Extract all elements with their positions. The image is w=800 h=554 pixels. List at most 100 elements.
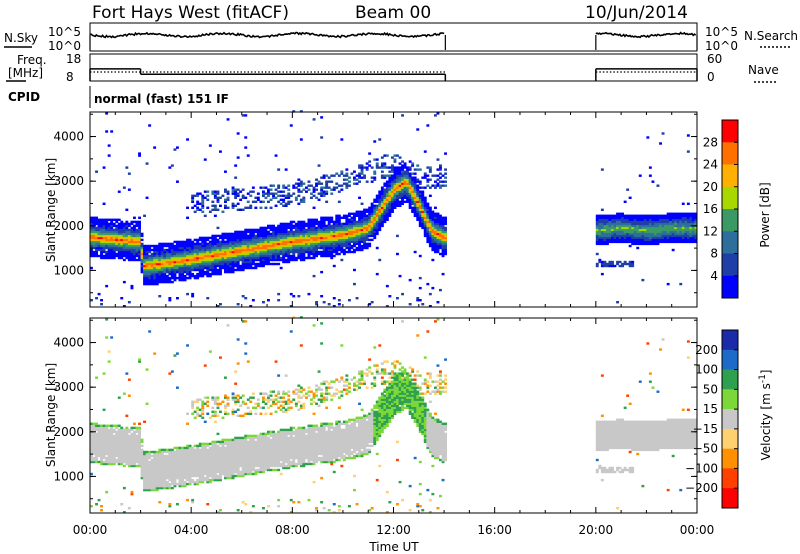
power-cell bbox=[267, 190, 270, 193]
power-cell bbox=[173, 266, 177, 270]
power-cell bbox=[684, 230, 688, 234]
velocity-cell bbox=[188, 482, 192, 486]
power-cell bbox=[125, 228, 129, 232]
power-cell bbox=[340, 230, 344, 234]
velocity-cell bbox=[95, 446, 98, 450]
power-cell bbox=[279, 246, 283, 250]
velocity-cell bbox=[163, 464, 167, 468]
power-cell bbox=[322, 248, 326, 252]
power-cell bbox=[337, 299, 341, 302]
velocity-cell bbox=[153, 482, 157, 486]
velocity-cell bbox=[176, 468, 179, 472]
power-cell bbox=[256, 198, 260, 201]
power-cell bbox=[234, 230, 238, 234]
power-cell bbox=[353, 224, 356, 228]
power-cell bbox=[391, 198, 394, 201]
power-cell bbox=[418, 254, 422, 258]
power-colorbar-swatch-5 bbox=[722, 231, 738, 254]
power-cell bbox=[117, 244, 121, 248]
velocity-cell bbox=[143, 470, 146, 474]
power-cell bbox=[320, 188, 324, 191]
power-cell bbox=[208, 242, 212, 246]
velocity-cell bbox=[201, 472, 205, 476]
power-cell bbox=[168, 272, 172, 276]
power-cell bbox=[191, 266, 195, 270]
power-cell bbox=[122, 258, 126, 262]
power-cell bbox=[423, 186, 427, 189]
power-cell bbox=[380, 214, 384, 217]
power-cell bbox=[312, 206, 316, 209]
velocity-cell bbox=[196, 464, 200, 468]
power-cell bbox=[279, 230, 283, 234]
power-cell bbox=[428, 170, 432, 173]
power-cell bbox=[107, 250, 111, 254]
power-colorbar-label: Power [dB] bbox=[758, 182, 772, 247]
power-cell bbox=[621, 240, 624, 244]
velocity-cell bbox=[92, 438, 96, 442]
power-cell bbox=[102, 230, 106, 234]
power-cell bbox=[633, 234, 637, 238]
power-cell bbox=[358, 232, 361, 236]
power-cell bbox=[239, 234, 243, 238]
power-cell bbox=[236, 260, 240, 264]
power-cell bbox=[436, 216, 440, 219]
power-cell bbox=[360, 232, 364, 236]
power-cell bbox=[416, 164, 420, 167]
power-cell bbox=[659, 228, 662, 232]
power-cell bbox=[168, 248, 172, 252]
power-cell bbox=[92, 226, 96, 230]
power-cell bbox=[393, 178, 397, 181]
power-cell bbox=[130, 222, 134, 226]
power-cell bbox=[691, 230, 695, 234]
velocity-cell bbox=[170, 472, 174, 476]
velocity-cell bbox=[148, 478, 152, 482]
power-cell bbox=[254, 250, 258, 254]
power-cell bbox=[262, 252, 265, 256]
power-cell bbox=[226, 236, 230, 240]
velocity-cell bbox=[176, 352, 179, 355]
power-cell bbox=[249, 240, 253, 244]
power-cell bbox=[368, 232, 372, 236]
velocity-cell bbox=[206, 474, 210, 478]
power-cell bbox=[312, 234, 316, 238]
power-cell bbox=[234, 176, 238, 179]
power-cell bbox=[418, 204, 422, 207]
power-cell bbox=[158, 250, 162, 254]
nsky-trace-1 bbox=[595, 31, 697, 39]
power-cell bbox=[279, 266, 283, 270]
velocity-cell bbox=[158, 486, 162, 490]
power-cell bbox=[292, 248, 296, 252]
power-cell bbox=[312, 242, 316, 246]
power-cell bbox=[262, 262, 265, 266]
velocity-cell bbox=[105, 336, 109, 339]
velocity-cell bbox=[168, 452, 172, 456]
power-cell bbox=[418, 182, 422, 185]
velocity-cell bbox=[183, 468, 187, 472]
velocity-cell bbox=[168, 468, 172, 472]
power-cell bbox=[176, 276, 179, 280]
power-cell bbox=[264, 238, 268, 242]
power-cell bbox=[241, 250, 245, 254]
velocity-cell bbox=[140, 464, 144, 468]
power-cell bbox=[193, 264, 197, 268]
power-cell bbox=[413, 182, 417, 185]
power-cell bbox=[383, 210, 387, 213]
power-cell bbox=[178, 254, 182, 258]
power-cell bbox=[127, 172, 131, 175]
velocity-cell bbox=[153, 462, 157, 466]
power-cell bbox=[236, 262, 240, 266]
power-cell bbox=[287, 260, 291, 264]
velocity-cell bbox=[148, 480, 152, 484]
power-cell bbox=[428, 224, 432, 228]
velocity-cell bbox=[127, 454, 131, 458]
power-cell bbox=[340, 228, 344, 232]
power-cell bbox=[211, 244, 215, 248]
power-cell bbox=[398, 188, 402, 191]
velocity-cell bbox=[188, 456, 192, 460]
power-cell bbox=[244, 250, 248, 254]
velocity-cell bbox=[188, 454, 192, 458]
power-cell bbox=[219, 270, 222, 274]
power-cell bbox=[133, 246, 136, 250]
power-cell bbox=[216, 196, 220, 199]
power-cell bbox=[694, 228, 698, 232]
